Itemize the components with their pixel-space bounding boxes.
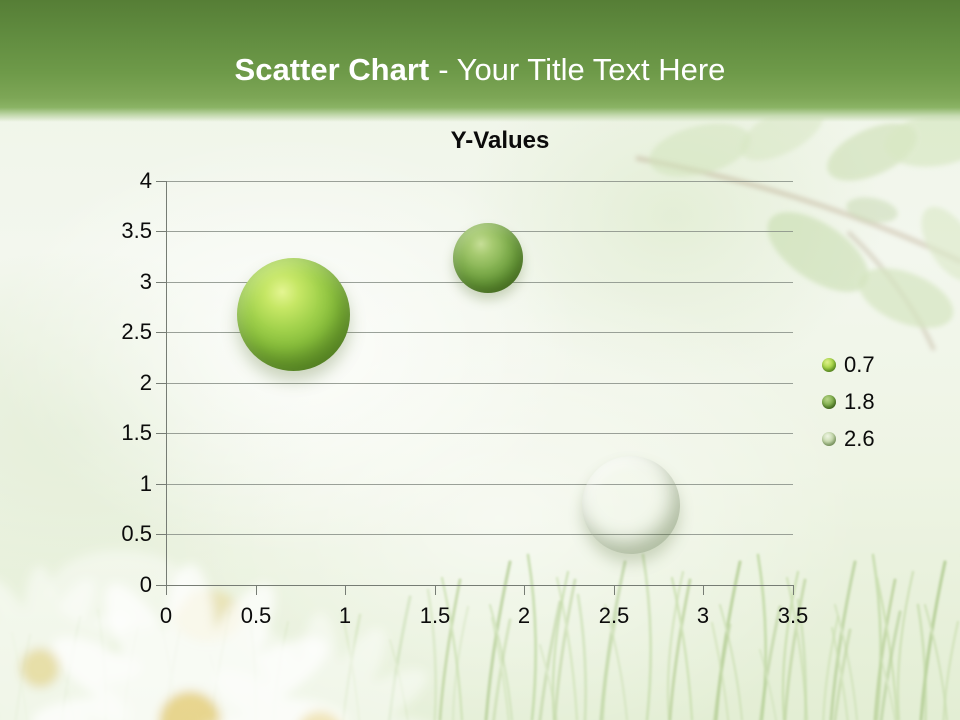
y-tick: [156, 484, 166, 485]
y-axis-label: 0.5: [121, 521, 152, 546]
y-axis-label: 1.5: [121, 420, 152, 445]
y-axis-line: [166, 181, 167, 585]
y-tick: [156, 433, 166, 434]
x-axis-label: 3.5: [777, 603, 809, 628]
y-axis-label: 2.5: [121, 319, 152, 344]
x-tick: [793, 586, 794, 595]
legend-bubble-icon: [822, 357, 836, 372]
y-tick: [156, 282, 166, 283]
y-axis-label: 3.5: [121, 218, 152, 243]
x-tick: [166, 586, 167, 595]
x-axis-label: 0.5: [240, 603, 272, 628]
chart-title: Y-Values: [450, 127, 550, 154]
x-axis-label: 1: [338, 603, 352, 628]
x-axis-label: 2.5: [598, 603, 630, 628]
legend-item: 0.7: [822, 346, 875, 383]
x-tick: [703, 586, 704, 595]
x-tick: [345, 586, 346, 595]
y-tick: [156, 181, 166, 182]
bubble-series-0-7: [237, 258, 350, 371]
x-tick: [524, 586, 525, 595]
gridline-y1_5: [166, 433, 793, 434]
bubble-series-1-8: [453, 223, 523, 293]
y-axis-label: 1: [139, 471, 152, 496]
y-tick: [156, 332, 166, 333]
x-axis-line: [166, 585, 794, 586]
slide-title-bold: Scatter Chart: [234, 52, 430, 87]
chart-legend: 0.7 1.8 2.6: [822, 346, 875, 457]
gridline-y1: [166, 484, 793, 485]
gridline-y2: [166, 383, 793, 384]
slide-header: Scatter Chart - Your Title Text Here: [0, 0, 960, 122]
x-axis-label: 1.5: [419, 603, 451, 628]
slide-title-rest: - Your Title Text Here: [438, 52, 726, 87]
legend-item: 2.6: [822, 420, 875, 457]
legend-item: 1.8: [822, 383, 875, 420]
x-tick: [256, 586, 257, 595]
legend-label: 0.7: [844, 351, 875, 377]
gridline-y2_5: [166, 332, 793, 333]
gridline-y4: [166, 181, 793, 182]
x-tick: [435, 586, 436, 595]
bubble-series-2-6: [582, 456, 680, 554]
x-axis-label: 3: [696, 603, 710, 628]
y-tick: [156, 585, 166, 586]
gridline-y0_5: [166, 534, 793, 535]
y-axis-label: 4: [139, 168, 152, 193]
legend-label: 2.6: [844, 425, 875, 451]
slide-title: Scatter Chart - Your Title Text Here: [0, 52, 960, 88]
x-tick: [614, 586, 615, 595]
y-tick: [156, 534, 166, 535]
y-tick: [156, 231, 166, 232]
legend-bubble-icon: [822, 431, 836, 446]
legend-bubble-icon: [822, 394, 836, 409]
y-axis-label: 3: [139, 269, 152, 294]
x-axis-label: 2: [517, 603, 531, 628]
x-axis-label: 0: [159, 603, 173, 628]
y-axis-label: 0: [139, 572, 152, 597]
legend-label: 1.8: [844, 388, 875, 414]
y-tick: [156, 383, 166, 384]
y-axis-label: 2: [139, 370, 152, 395]
